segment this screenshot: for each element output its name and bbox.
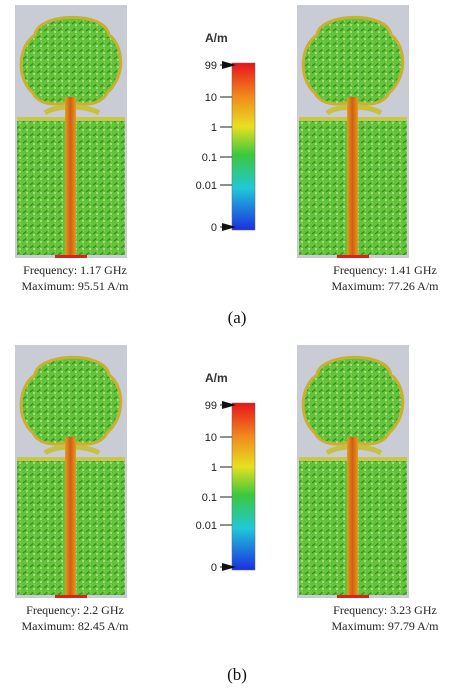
colorbar-tick-label: 0	[211, 222, 217, 234]
maximum-caption: Maximum: 82.45 A/m	[21, 619, 129, 633]
simulation-image	[15, 5, 127, 258]
colorbar	[231, 402, 256, 571]
maximum-caption: Maximum: 95.51 A/m	[21, 279, 129, 293]
colorbar-unit: A/m	[205, 31, 228, 45]
colorbar-tick-label: 0.01	[196, 180, 217, 192]
colorbar-arrow	[222, 563, 236, 571]
colorbar-unit: A/m	[205, 371, 228, 385]
frequency-caption: Frequency: 3.23 GHz	[333, 603, 437, 617]
frequency-caption: Frequency: 1.41 GHz	[333, 263, 437, 277]
colorbar-tick-label: 0.1	[202, 492, 217, 504]
colorbar-arrow	[222, 223, 236, 231]
frequency-caption: Frequency: 2.2 GHz	[26, 603, 124, 617]
colorbar-tick-label: 0.1	[202, 152, 217, 164]
colorbar-tick-label: 1	[211, 122, 217, 134]
panel-label: (b)	[227, 665, 247, 684]
colorbar-tick-label: 99	[205, 400, 217, 412]
maximum-caption: Maximum: 97.79 A/m	[331, 619, 439, 633]
panel-label: (a)	[228, 308, 247, 327]
colorbar-arrow	[222, 61, 236, 69]
panel: Frequency: 1.17 GHz Maximum: 95.51 A/m Fre…	[15, 5, 439, 293]
panel: Frequency: 2.2 GHz Maximum: 82.45 A/m Freq…	[15, 345, 439, 633]
colorbar-tick-label: 1	[211, 462, 217, 474]
colorbar	[231, 62, 256, 231]
colorbar-tick-label: 0	[211, 562, 217, 574]
frequency-caption: Frequency: 1.17 GHz	[23, 263, 127, 277]
colorbar-tick-label: 99	[205, 60, 217, 72]
maximum-caption: Maximum: 77.26 A/m	[331, 279, 439, 293]
colorbar-tick-label: 10	[205, 92, 217, 104]
colorbar-tick-label: 0.01	[196, 520, 217, 532]
simulation-image	[297, 5, 409, 258]
simulation-image	[15, 345, 127, 598]
colorbar-arrow	[222, 401, 236, 409]
colorbar-tick-label: 10	[205, 432, 217, 444]
simulation-image	[297, 345, 409, 598]
